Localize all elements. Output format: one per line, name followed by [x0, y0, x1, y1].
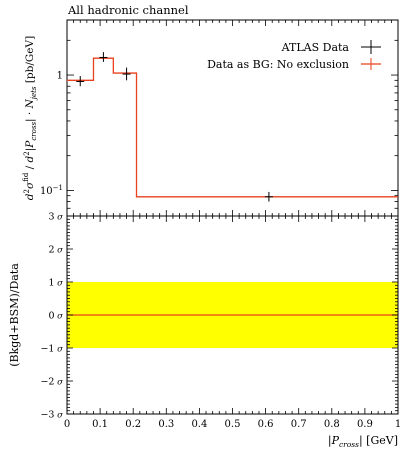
- main-y-tick-label: 1: [57, 71, 63, 82]
- main-y-axis-label: d2σfid / d2|Pcross| · Njets [pb/GeV]: [22, 36, 38, 200]
- x-axis-label: |Pcross| [GeV]: [328, 434, 398, 449]
- x-tick-label: 0.5: [225, 419, 241, 430]
- ratio-y-tick-label: 1 σ: [48, 278, 63, 289]
- step-line-data-as-bg: [67, 57, 398, 198]
- x-tick-label: 1: [395, 419, 401, 430]
- x-tick-label: 0.7: [291, 419, 307, 430]
- chart-title: All hadronic channel: [67, 3, 189, 17]
- legend-marker-atlas-data: [361, 40, 381, 54]
- svg-text:d2σfid / d2|Pcross| · Njets [: d2σfid / d2|Pcross| · Njets [pb/GeV]: [22, 36, 38, 200]
- ratio-y-tick-label: −1 σ: [40, 344, 63, 355]
- x-tick-labels: 0 0.1 0.2 0.3 0.4 0.5 0.6 0.7 0.8 0.9 1: [64, 419, 401, 430]
- legend: ATLAS Data Data as BG: No exclusion: [207, 40, 381, 71]
- x-tick-label: 0.3: [158, 419, 174, 430]
- ratio-y-axis-label: (Bkgd+BSM)/Data: [8, 263, 21, 367]
- x-tick-label: 0.2: [125, 419, 141, 430]
- ratio-y-tick-label: −3 σ: [40, 410, 63, 421]
- main-y-tick-labels: 1 10−1: [40, 71, 63, 197]
- legend-label-data-as-bg: Data as BG: No exclusion: [207, 58, 349, 71]
- x-tick-label: 0.9: [357, 419, 373, 430]
- x-tick-label: 0.8: [324, 419, 340, 430]
- main-axis-ticks: [66, 19, 399, 217]
- ratio-y-tick-label: 3 σ: [48, 212, 63, 223]
- ratio-y-tick-label: 2 σ: [48, 245, 63, 256]
- main-y-tick-label: 10−1: [40, 184, 63, 197]
- ratio-y-tick-labels: 3 σ 2 σ 1 σ 0 σ −1 σ −2 σ −3 σ: [40, 212, 63, 421]
- x-tick-label: 0: [64, 419, 70, 430]
- ratio-axis-ticks: [66, 215, 399, 415]
- legend-label-atlas-data: ATLAS Data: [281, 41, 350, 54]
- x-tick-label: 0.6: [258, 419, 274, 430]
- x-tick-label: 0.1: [92, 419, 108, 430]
- legend-marker-data-as-bg: [361, 58, 381, 70]
- ratio-y-tick-label: 0 σ: [48, 311, 63, 322]
- ratio-y-tick-label: −2 σ: [40, 377, 63, 388]
- x-tick-label: 0.4: [191, 419, 207, 430]
- main-series: [67, 52, 398, 202]
